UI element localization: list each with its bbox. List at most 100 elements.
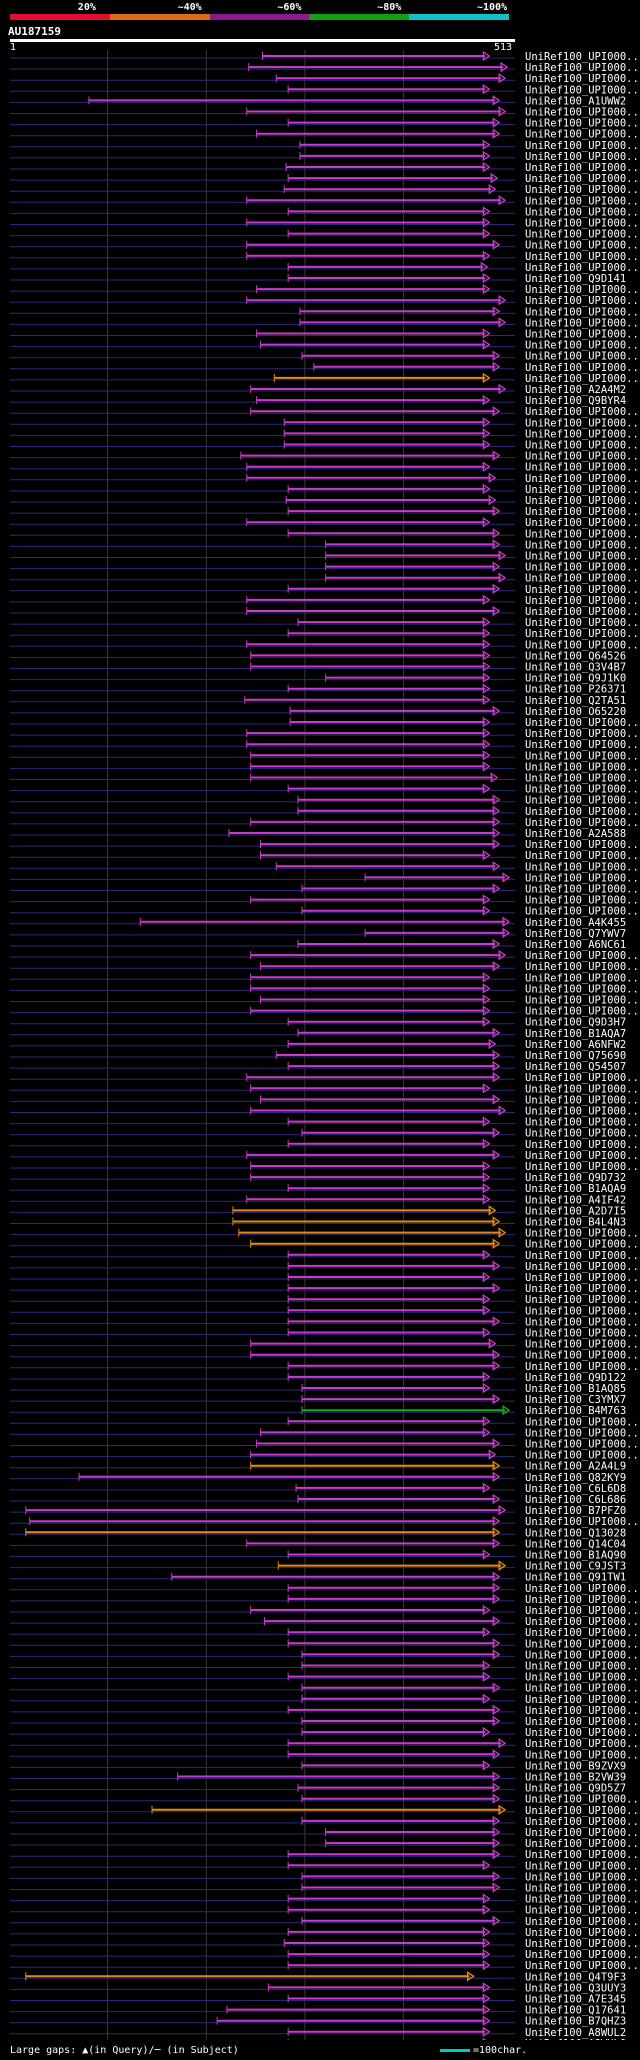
- hit-row: UniRef100_A8WUL0: [287, 2037, 626, 2040]
- hit-label: UniRef100_B1AQA9: [525, 1183, 626, 1195]
- hit-row: UniRef100_UPI000..: [10, 128, 639, 141]
- hit-arrow: [482, 516, 491, 528]
- hit-arrow: [482, 849, 491, 861]
- hit-label: UniRef100_Q75690: [525, 1050, 626, 1062]
- hit-row: UniRef100_UPI000..: [10, 905, 639, 918]
- hit-row: UniRef100_UPI000..: [10, 239, 639, 252]
- hit-label: UniRef100_UPI000..: [525, 728, 639, 740]
- hit-row: UniRef100_UPI000..: [10, 1227, 639, 1240]
- hit-arrow: [488, 494, 497, 506]
- hit-row: UniRef100_UPI000..: [10, 61, 639, 74]
- hit-label: UniRef100_UPI000..: [525, 1871, 639, 1883]
- hit-label: UniRef100_C6L686: [525, 1494, 626, 1506]
- hit-row: UniRef100_A8WUL2: [10, 2026, 626, 2039]
- hit-label: UniRef100_UPI000..: [525, 362, 639, 374]
- hit-label: UniRef100_UPI000..: [525, 440, 639, 452]
- hit-label: UniRef100_UPI000..: [525, 1416, 639, 1428]
- hit-row: UniRef100_UPI000..: [10, 1083, 639, 1095]
- hit-arrow: [502, 927, 511, 939]
- hit-arrow: [492, 1571, 501, 1582]
- hit-arrow: [482, 1549, 491, 1560]
- hit-label: UniRef100_A2A4L9: [525, 1461, 626, 1473]
- hit-label: UniRef100_UPI000..: [525, 1883, 639, 1895]
- hit-row: UniRef100_UPI000..: [10, 1305, 639, 1317]
- hit-row: UniRef100_UPI000..: [10, 716, 639, 729]
- hit-row: UniRef100_UPI000..: [10, 805, 639, 818]
- hit-row: UniRef100_B1AQA9: [10, 1182, 626, 1195]
- hit-label: UniRef100_UPI000..: [525, 1261, 639, 1273]
- hit-arrow: [492, 1848, 501, 1860]
- hit-label: UniRef100_UPI000..: [525, 495, 639, 507]
- hit-label: UniRef100_UPI000..: [525, 1450, 639, 1462]
- hit-label: UniRef100_B1AQ90: [525, 1550, 626, 1562]
- hit-row: UniRef100_Q17641: [10, 2004, 626, 2017]
- hit-row: UniRef100_UPI000..: [10, 594, 639, 607]
- hit-arrow: [502, 872, 511, 883]
- hit-row: UniRef100_UPI000..: [10, 816, 639, 829]
- hit-label: UniRef100_A6NC61: [525, 939, 626, 951]
- hit-label: UniRef100_A7E345: [525, 1994, 626, 2006]
- hit-label: UniRef100_UPI000..: [525, 1727, 639, 1739]
- hit-arrow: [482, 150, 491, 162]
- hit-row: UniRef100_UPI000..: [10, 1871, 639, 1883]
- hit-label: UniRef100_UPI000..: [525, 562, 639, 574]
- hit-arrow: [492, 805, 501, 817]
- hit-row: UniRef100_Q14C04: [10, 1538, 626, 1550]
- hit-label: UniRef100_UPI000..: [525, 1161, 639, 1173]
- hit-label: UniRef100_UPI000..: [525, 173, 639, 185]
- hit-label: UniRef100_A8WUL0: [525, 2038, 626, 2040]
- scale-swatch-icon: [440, 2048, 470, 2052]
- hit-row: UniRef100_UPI000..: [10, 1293, 639, 1306]
- hit-arrow: [498, 572, 507, 583]
- hit-row: UniRef100_Q91TW1: [10, 1571, 626, 1584]
- hit-arrow: [482, 1138, 491, 1150]
- hit-arrow: [492, 1915, 501, 1927]
- hit-row: UniRef100_Q64526: [10, 650, 626, 662]
- hit-row: UniRef100_Q82KY9: [10, 1471, 626, 1484]
- hit-label: UniRef100_UPI000..: [525, 73, 639, 85]
- hit-arrow: [482, 972, 491, 983]
- hit-row: UniRef100_UPI000..: [10, 106, 639, 119]
- hit-arrow: [482, 1182, 491, 1194]
- hit-label: UniRef100_Q4T9F3: [525, 1971, 626, 1983]
- hit-label: UniRef100_UPI000..: [525, 1439, 639, 1451]
- hit-label: UniRef100_Q2TA51: [525, 695, 626, 707]
- hit-label: UniRef100_UPI000..: [525, 484, 639, 496]
- ruler-end-label: 513: [494, 42, 513, 53]
- hit-label: UniRef100_Q17641: [525, 2005, 626, 2017]
- hit-row: UniRef100_UPI000..: [10, 1815, 639, 1828]
- legend-label: ~80%: [377, 2, 402, 13]
- hit-row: UniRef100_A2A588: [10, 827, 626, 840]
- hit-row: UniRef100_UPI000..: [10, 1860, 639, 1872]
- hit-label: UniRef100_Q14C04: [525, 1538, 626, 1550]
- hit-label: UniRef100_UPI000..: [525, 850, 639, 862]
- hit-arrow: [482, 694, 491, 706]
- hit-label: UniRef100_UPI000..: [525, 1949, 639, 1961]
- hit-arrow: [492, 1438, 501, 1449]
- hit-label: UniRef100_UPI000..: [525, 428, 639, 440]
- hit-arrow: [488, 1449, 497, 1460]
- hit-row: UniRef100_UPI000..: [10, 1737, 639, 1750]
- hit-arrow: [482, 328, 491, 339]
- hit-row: UniRef100_UPI000..: [10, 1116, 639, 1129]
- ruler-start-label: 1: [10, 42, 17, 53]
- hit-label: UniRef100_UPI000..: [525, 1228, 639, 1240]
- hit-label: UniRef100_UPI000..: [525, 51, 639, 63]
- hit-label: UniRef100_UPI000..: [525, 1916, 639, 1928]
- legend-segment: [309, 14, 410, 20]
- hit-row: UniRef100_Q2TA51: [10, 694, 626, 707]
- hit-row: UniRef100_UPI000..: [10, 161, 639, 174]
- hit-arrow: [492, 1749, 501, 1760]
- hit-row: UniRef100_UPI000..: [10, 1837, 639, 1850]
- hit-arrow: [482, 683, 491, 694]
- hit-label: UniRef100_B4M763: [525, 1405, 626, 1417]
- hit-arrow: [492, 583, 501, 595]
- hit-label: UniRef100_A2D7I5: [525, 1205, 626, 1217]
- hit-row: UniRef100_UPI000..: [10, 1127, 639, 1140]
- hit-label: UniRef100_C3YMX7: [525, 1394, 626, 1406]
- hit-row: UniRef100_A4K455: [10, 916, 626, 929]
- hit-arrow: [492, 450, 501, 461]
- hit-row: UniRef100_UPI000..: [10, 117, 639, 130]
- hit-row: UniRef100_UPI000..: [10, 528, 639, 540]
- hit-row: UniRef100_UPI000..: [10, 1149, 639, 1162]
